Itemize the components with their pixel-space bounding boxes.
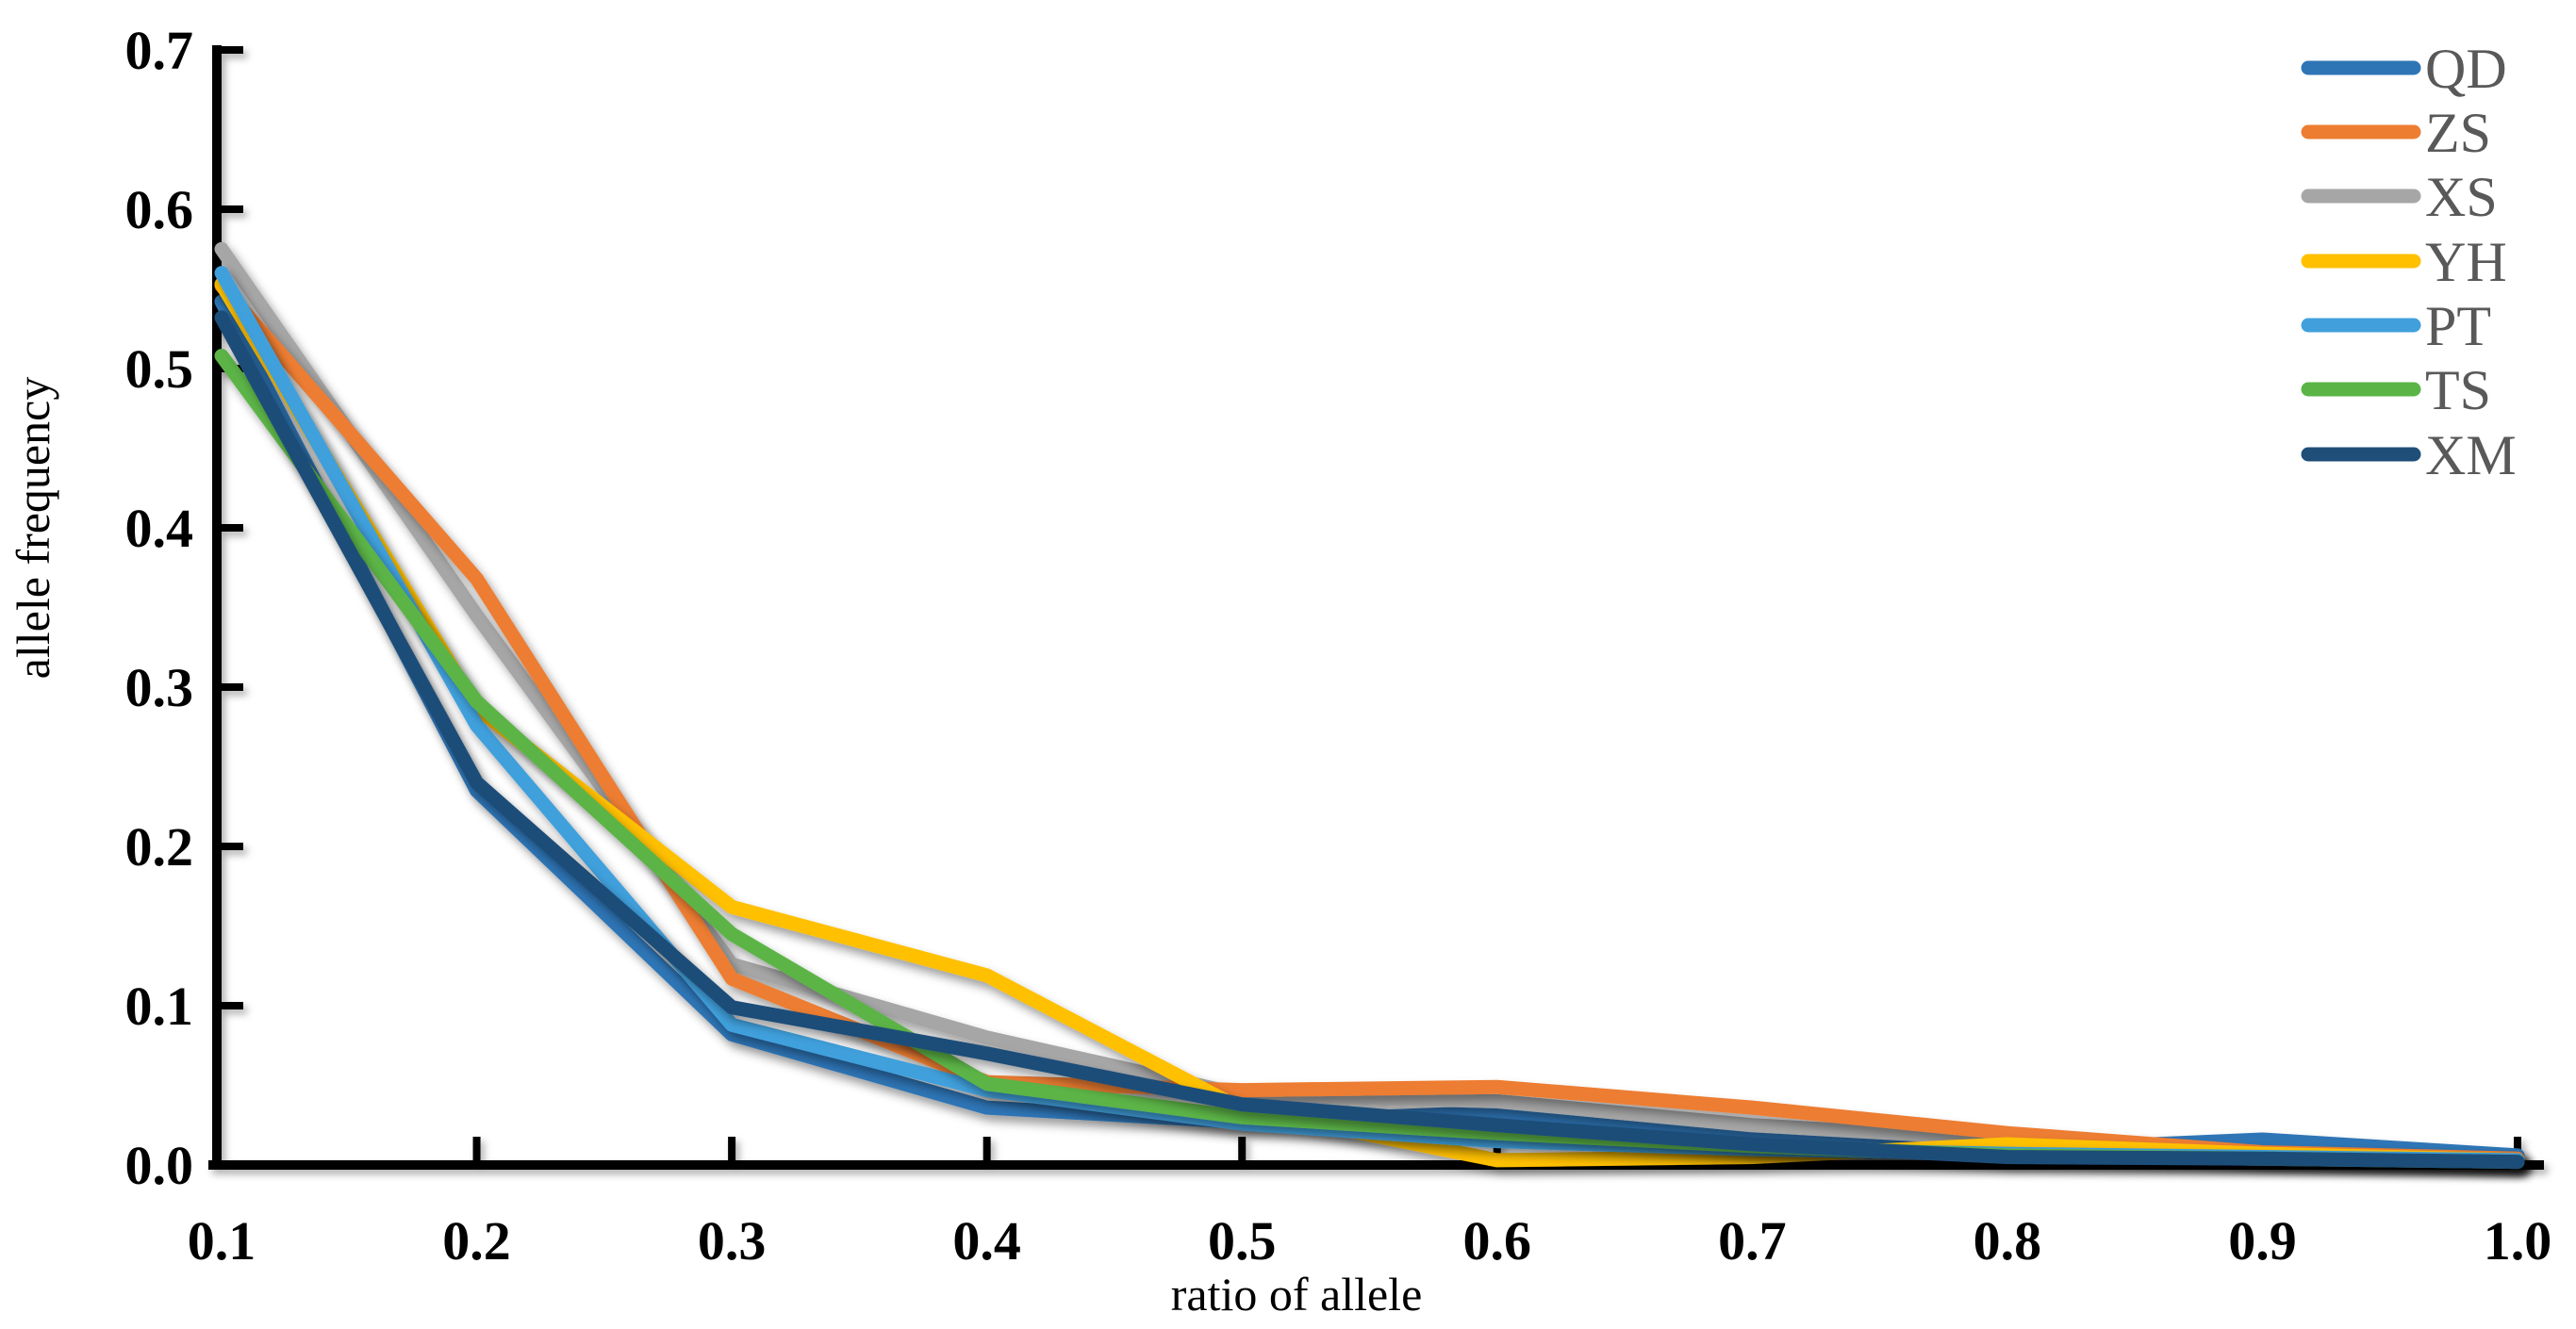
y-tick-label-0.2: 0.2	[125, 816, 194, 878]
legend-item-PT: PT	[2301, 295, 2491, 357]
x-tick-label-0.6: 0.6	[1463, 1210, 1532, 1272]
legend-item-XS: XS	[2301, 166, 2498, 228]
tick-labels: 0.0 0.1 0.2 0.3 0.4 0.5 0.6 0.7 0.1 0.2 0.3 0.4 0.5 0…	[125, 20, 2552, 1272]
y-tick-label-0.5: 0.5	[125, 338, 194, 400]
y-tick-0.1	[217, 1002, 243, 1009]
y-tick-label-0.3: 0.3	[125, 657, 194, 718]
x-tick-0.5	[1238, 1137, 1247, 1165]
x-tick-0.6	[1493, 1137, 1501, 1165]
x-tick-label-0.7: 0.7	[1718, 1210, 1787, 1272]
legend-item-QD: QD	[2301, 38, 2507, 100]
y-axis-line	[212, 45, 222, 1170]
x-tick-label-0.9: 0.9	[2228, 1210, 2297, 1272]
x-tick-label-0.1: 0.1	[188, 1210, 256, 1272]
y-tick-label-0.6: 0.6	[125, 179, 194, 240]
legend-label-YH: YH	[2425, 231, 2507, 293]
legend-label-XM: XM	[2425, 424, 2517, 486]
x-axis-line	[208, 1160, 2544, 1170]
series-line-TS	[214, 348, 2525, 1170]
legend-label-QD: QD	[2425, 38, 2507, 100]
legend-label-PT: PT	[2425, 295, 2491, 357]
y-tick-0.7	[217, 46, 243, 54]
x-tick-label-0.5: 0.5	[1208, 1210, 1277, 1272]
x-tick-label-0.8: 0.8	[1973, 1210, 2042, 1272]
y-tick-0.2	[217, 843, 243, 850]
y-tick-label-0.4: 0.4	[125, 498, 194, 559]
y-tick-0.4	[217, 524, 243, 532]
y-tick-label-0.7: 0.7	[125, 20, 194, 81]
legend-label-XS: XS	[2425, 166, 2498, 228]
series-line-ZS	[214, 278, 2525, 1166]
legend-item-YH: YH	[2301, 231, 2507, 293]
legend-item-TS: TS	[2301, 359, 2491, 421]
x-tick-0.4	[983, 1137, 991, 1165]
x-tick-label-1.0: 1.0	[2484, 1210, 2552, 1272]
series-line-XS	[214, 241, 2525, 1168]
x-axis-title: ratio of allele	[1171, 1268, 1423, 1321]
series-line-XM	[214, 310, 2525, 1170]
y-tick-0.6	[217, 205, 243, 213]
legend-item-XM: XM	[2301, 424, 2517, 486]
x-tick-label-0.4: 0.4	[952, 1210, 1021, 1272]
legend-label-TS: TS	[2425, 359, 2491, 421]
axes	[208, 45, 2544, 1170]
x-tick-label-0.2: 0.2	[442, 1210, 511, 1272]
legend-label-ZS: ZS	[2425, 102, 2491, 164]
legend-item-ZS: ZS	[2301, 102, 2491, 164]
y-tick-0.3	[217, 683, 243, 691]
y-tick-label-0.1: 0.1	[125, 976, 194, 1037]
y-tick-label-0.0: 0.0	[125, 1135, 194, 1196]
y-axis-title: allele frequency	[7, 377, 59, 680]
x-tick-label-0.3: 0.3	[698, 1210, 767, 1272]
x-tick-0.3	[728, 1137, 736, 1165]
series-lines	[214, 241, 2525, 1170]
x-tick-0.2	[472, 1137, 481, 1165]
